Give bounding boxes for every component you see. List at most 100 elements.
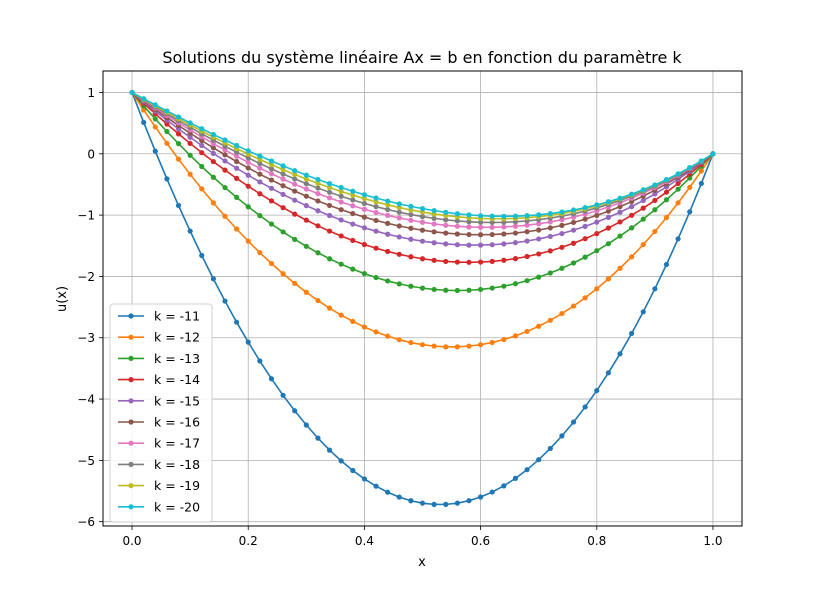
data-point [629,254,635,260]
data-point [594,387,600,394]
data-point [431,229,437,235]
data-point [187,152,193,158]
data-point [489,285,495,291]
x-tick-label: 1.0 [703,534,722,548]
data-point [594,219,600,225]
data-point [210,174,216,180]
data-point [175,156,182,162]
data-point [489,339,495,346]
x-tick-label: 0.0 [122,534,141,548]
data-point [698,158,704,164]
data-point [605,225,611,231]
y-tick-label: 0 [87,147,95,161]
data-point [501,224,507,230]
data-point [326,181,333,187]
data-point [361,324,368,330]
data-point [210,200,216,206]
data-point [501,213,507,219]
data-point [152,102,158,108]
data-point [385,489,391,495]
data-point [605,214,611,220]
data-point [326,212,333,219]
data-point [187,171,193,177]
data-point [199,186,205,192]
series-1 [129,89,716,507]
data-point [222,158,228,164]
data-point [617,265,623,271]
data-point [454,223,460,229]
data-point [199,150,205,156]
data-point [280,205,286,211]
data-point [292,188,298,194]
data-point [385,278,391,284]
data-point [663,214,670,221]
data-point [652,191,658,197]
x-tick-label: 0.6 [471,534,490,548]
data-point [536,212,542,218]
y-tick-label: −6 [77,515,95,529]
data-point [408,211,414,218]
data-point [663,177,670,183]
data-point [385,333,391,339]
data-point [292,176,298,182]
data-point [408,203,414,209]
data-point [466,287,472,293]
data-point [373,483,379,489]
data-point [477,242,484,248]
data-point [663,261,670,268]
data-point [175,202,182,209]
data-point [222,147,228,153]
data-point [338,217,344,223]
data-point [234,319,240,325]
chart-title: Solutions du système linéaire Ax = b en … [162,48,682,67]
data-point [454,287,460,294]
data-point [419,285,426,291]
data-point [605,241,611,247]
data-point [315,250,321,256]
data-point [419,227,426,233]
data-point [326,256,333,262]
data-point [245,165,251,171]
data-point [710,151,716,157]
data-point [559,265,565,271]
data-point [431,240,437,246]
legend-marker [128,483,134,489]
legend-entry: k = -14 [118,372,200,387]
data-point [280,176,286,182]
data-point [536,221,542,227]
data-point [408,283,414,289]
data-point [559,222,565,228]
data-point [187,120,193,126]
series-2 [129,89,716,350]
data-point [524,238,530,244]
data-point [338,458,344,464]
data-point [373,274,379,281]
data-point [663,189,670,195]
data-point [268,260,275,267]
x-tick-label: 0.8 [587,534,606,548]
data-point [175,131,182,137]
data-point [268,198,275,204]
data-point [454,344,460,350]
data-point [443,241,449,247]
data-point [385,231,391,237]
data-point [315,176,321,183]
data-point [582,254,588,260]
data-point [466,219,472,225]
data-point [675,236,681,242]
data-point [536,323,542,329]
data-point [164,108,170,114]
data-point [245,155,251,161]
data-point [582,404,588,410]
data-point [466,498,472,504]
data-point [629,330,635,337]
y-tick-label: −4 [77,393,95,407]
data-point [582,216,588,222]
data-point [477,494,484,500]
data-point [268,221,275,227]
plot-area-frame [102,70,743,527]
data-point [199,163,205,170]
data-point [234,158,240,165]
data-point [675,186,681,192]
